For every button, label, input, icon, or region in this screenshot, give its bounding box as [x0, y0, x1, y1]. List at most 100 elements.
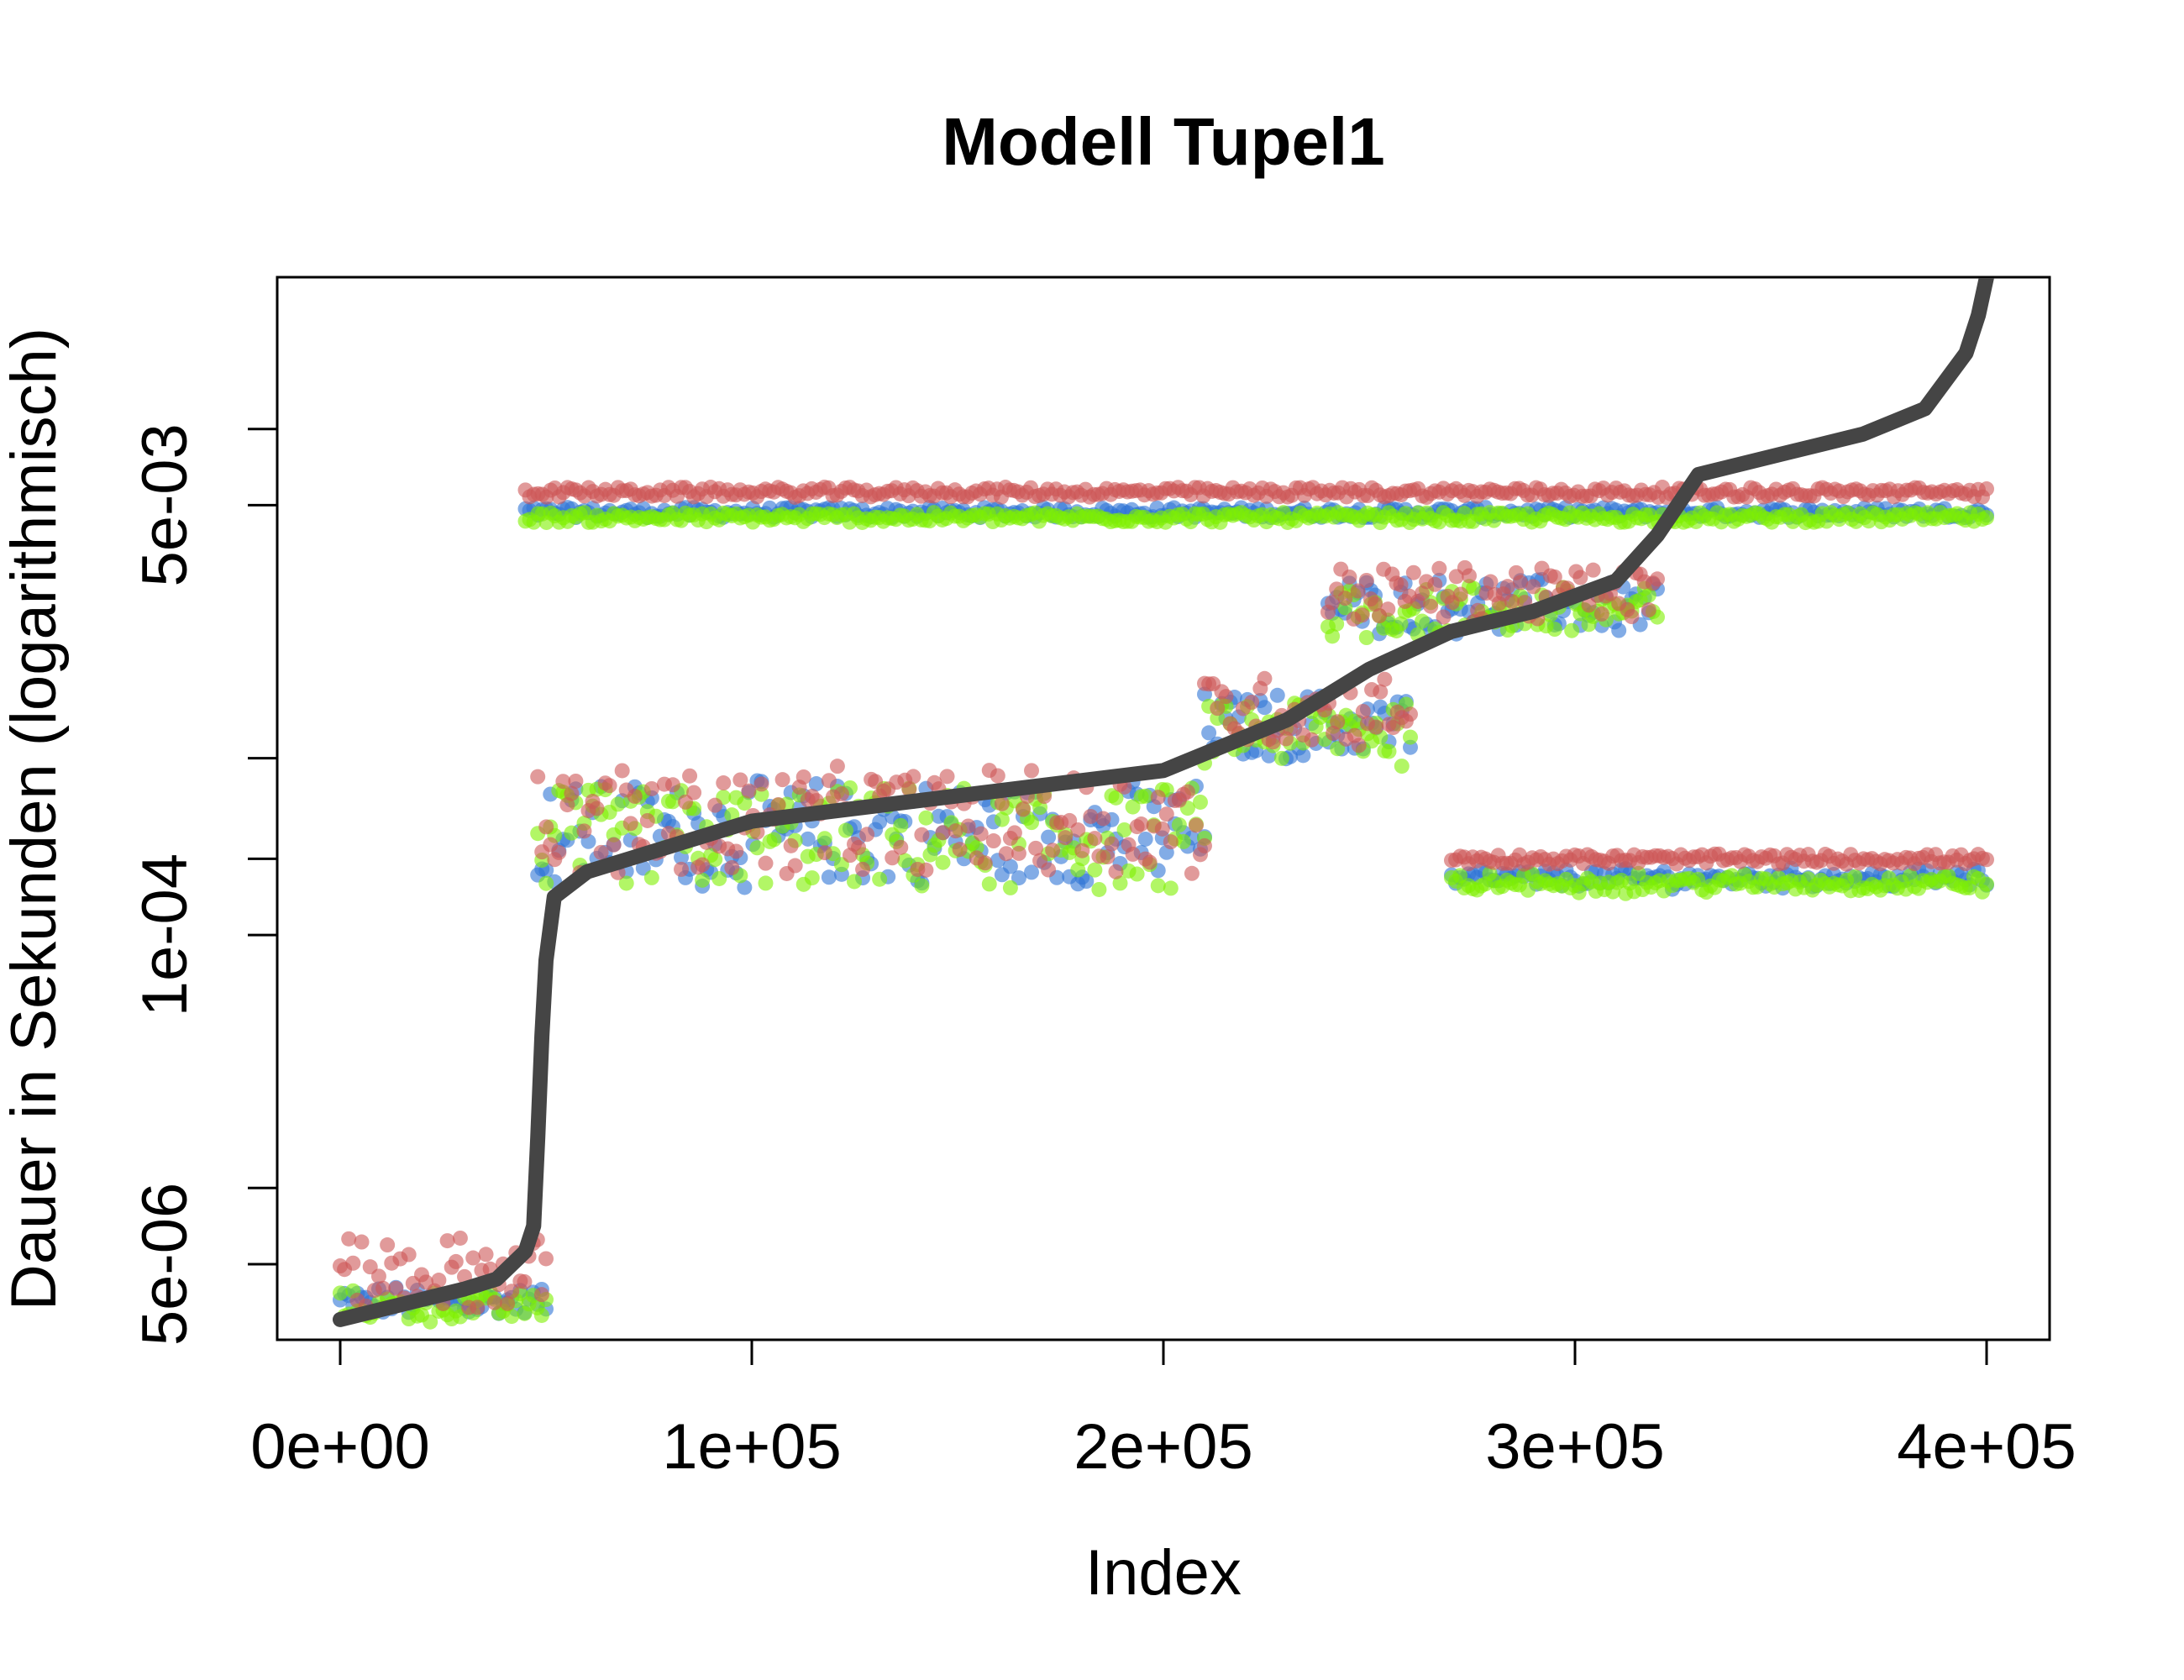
data-point: [465, 1250, 481, 1266]
data-point: [1641, 587, 1656, 603]
data-point: [1337, 591, 1353, 606]
data-point: [707, 797, 723, 813]
data-point: [1847, 869, 1863, 885]
data-point: [893, 839, 909, 855]
data-point: [1504, 594, 1520, 610]
data-point: [538, 875, 554, 891]
data-point: [977, 855, 993, 871]
data-point: [1095, 811, 1111, 827]
data-point: [1154, 821, 1170, 837]
data-point: [375, 1280, 391, 1296]
data-point: [564, 825, 580, 841]
data-point: [1381, 743, 1397, 759]
data-point: [837, 822, 853, 838]
data-point: [774, 772, 790, 788]
data-point: [345, 1255, 361, 1271]
y-axis: 5e-06 1e-04 5e-03: [129, 423, 279, 1346]
data-point: [1415, 585, 1430, 601]
data-point: [1394, 759, 1410, 774]
data-point: [859, 827, 875, 843]
data-point: [1330, 714, 1346, 730]
data-point: [914, 878, 930, 894]
data-point: [1483, 574, 1499, 590]
data-point: [800, 831, 816, 847]
data-point: [674, 861, 690, 877]
data-point: [1452, 868, 1468, 884]
data-point: [829, 759, 845, 774]
data-point: [380, 1237, 396, 1253]
data-point: [643, 780, 659, 796]
data-point: [939, 769, 955, 785]
data-point: [1351, 738, 1367, 753]
x-tick-label: 2e+05: [1074, 1411, 1252, 1483]
data-point: [1011, 870, 1026, 886]
data-point: [847, 874, 863, 890]
data-point: [1015, 801, 1031, 817]
data-point: [1137, 788, 1153, 804]
data-point: [1058, 830, 1074, 846]
data-point: [1525, 579, 1541, 595]
data-point: [981, 876, 997, 892]
data-point: [1466, 580, 1482, 596]
data-point: [901, 781, 917, 797]
data-point: [1175, 833, 1191, 849]
data-point: [1002, 858, 1018, 874]
data-point: [1377, 671, 1393, 687]
data-point: [1024, 815, 1040, 831]
data-point: [872, 814, 888, 830]
data-point: [1028, 840, 1044, 856]
data-point: [918, 862, 934, 878]
data-point: [370, 1268, 386, 1284]
data-point: [564, 785, 580, 801]
data-point: [1423, 598, 1439, 614]
data-point: [766, 832, 782, 848]
data-point: [486, 1294, 502, 1310]
data-point: [333, 1285, 348, 1301]
data-point: [770, 796, 786, 812]
data-point: [1295, 748, 1311, 764]
data-point: [452, 1230, 468, 1246]
data-point: [1002, 879, 1018, 895]
data-point: [1045, 843, 1061, 858]
data-point: [1129, 866, 1145, 882]
data-point: [1304, 732, 1320, 748]
data-point: [833, 786, 849, 802]
data-point: [1108, 864, 1124, 879]
chart-title: Modell Tupel1: [942, 104, 1384, 179]
data-point: [1624, 609, 1640, 625]
data-point: [711, 870, 727, 886]
data-point: [808, 793, 824, 809]
data-point: [918, 810, 934, 826]
data-point: [758, 855, 774, 871]
data-point: [1150, 878, 1166, 894]
data-point: [1358, 572, 1374, 588]
data-point: [935, 825, 951, 841]
data-point: [1142, 854, 1158, 870]
data-point: [589, 801, 605, 816]
data-point: [1273, 750, 1289, 766]
x-tick-label: 4e+05: [1897, 1411, 2076, 1483]
data-point: [1581, 597, 1597, 613]
data-point: [1979, 510, 1994, 526]
data-point: [1325, 595, 1341, 611]
data-point: [1201, 725, 1217, 741]
data-point: [758, 875, 774, 891]
data-point: [795, 769, 811, 785]
data-point: [1163, 880, 1179, 896]
data-point: [695, 872, 711, 888]
data-point: [737, 795, 753, 811]
data-point: [538, 1251, 554, 1267]
data-point: [1358, 630, 1374, 646]
x-tick-label: 3e+05: [1485, 1411, 1664, 1483]
data-point: [533, 1287, 549, 1303]
data-point: [576, 823, 592, 839]
data-point: [1091, 881, 1107, 897]
data-point: [1184, 865, 1200, 881]
data-point: [1368, 596, 1383, 612]
data-point: [622, 816, 638, 832]
data-point: [1585, 562, 1601, 578]
data-point: [985, 833, 1001, 849]
data-point: [998, 846, 1014, 862]
x-tick-label: 1e+05: [662, 1411, 841, 1483]
data-point: [1024, 763, 1040, 779]
